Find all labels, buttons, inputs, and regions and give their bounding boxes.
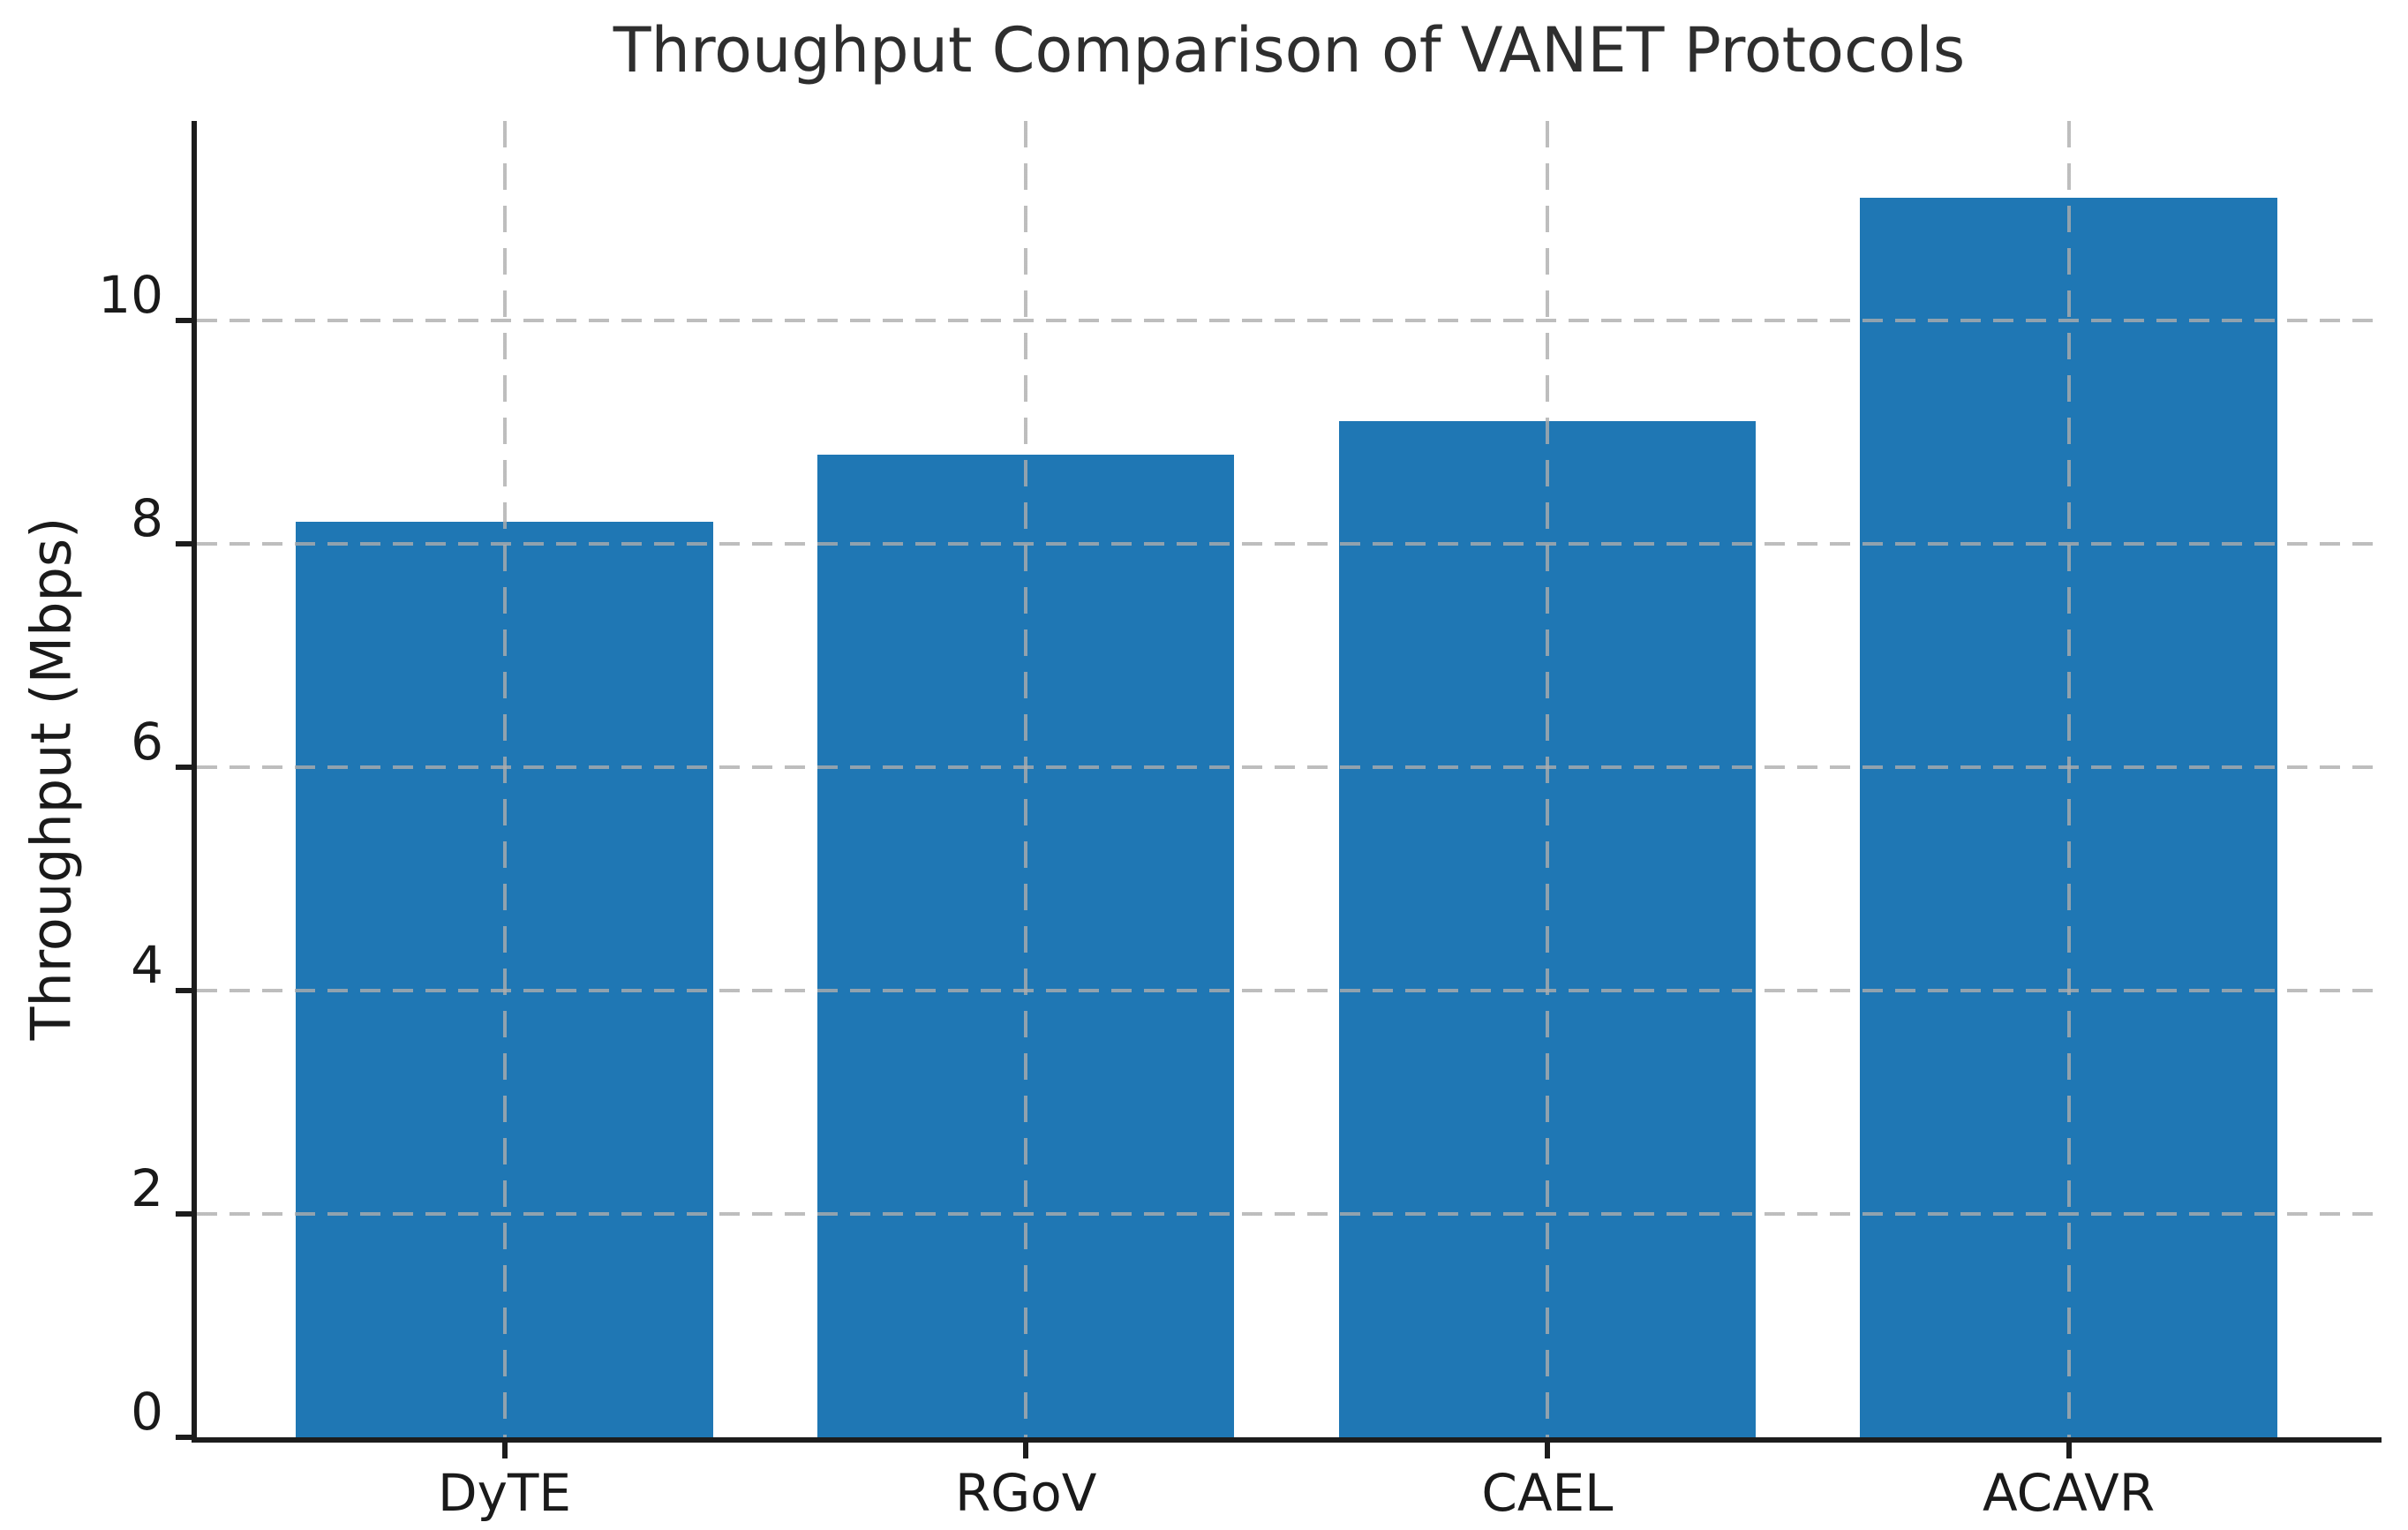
x-tick-acavr xyxy=(2066,1443,2072,1458)
y-tick-label-6: 6 xyxy=(131,712,163,773)
gridline-y-6 xyxy=(197,765,2382,770)
y-tick-label-8: 8 xyxy=(131,488,163,549)
x-tick-label-rgov: RGoV xyxy=(954,1463,1097,1523)
y-tick-2 xyxy=(176,1211,192,1217)
gridline-x-cael xyxy=(1545,121,1549,1437)
x-tick-label-cael: CAEL xyxy=(1481,1463,1614,1523)
y-tick-6 xyxy=(176,765,192,771)
plot-area: 0 2 4 6 8 10 DyTE RGoV CAEL ACAVR xyxy=(98,121,2382,1519)
chart-title: Throughput Comparison of VANET Protocols xyxy=(613,14,1966,87)
gridline-y-4 xyxy=(197,989,2382,993)
y-tick-label-0: 0 xyxy=(131,1382,163,1442)
y-tick-label-4: 4 xyxy=(131,935,163,996)
y-tick-0 xyxy=(176,1435,192,1440)
gridline-x-acavr xyxy=(2066,121,2071,1437)
gridline-y-8 xyxy=(197,542,2382,546)
x-tick-cael xyxy=(1544,1443,1550,1458)
gridline-y-2 xyxy=(197,1212,2382,1217)
y-axis-label: Throughput (Mbps) xyxy=(19,516,84,1041)
y-tick-10 xyxy=(176,318,192,324)
x-tick-label-acavr: ACAVR xyxy=(1983,1463,2156,1523)
gridline-x-rgov xyxy=(1024,121,1028,1437)
x-tick-dyte xyxy=(501,1443,508,1458)
gridline-x-dyte xyxy=(502,121,507,1437)
y-tick-8 xyxy=(176,541,192,547)
y-tick-label-10: 10 xyxy=(98,265,163,326)
gridline-y-10 xyxy=(197,319,2382,323)
x-tick-label-dyte: DyTE xyxy=(437,1463,572,1523)
y-tick-label-2: 2 xyxy=(131,1158,163,1219)
x-tick-rgov xyxy=(1023,1443,1029,1458)
y-tick-4 xyxy=(176,988,192,994)
